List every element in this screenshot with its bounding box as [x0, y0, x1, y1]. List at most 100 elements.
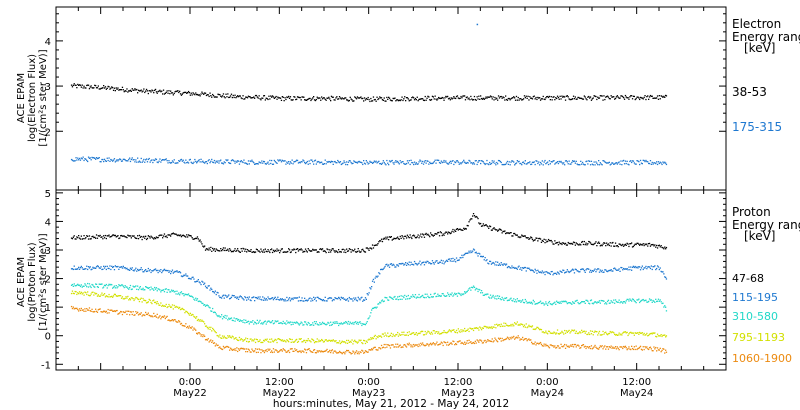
data-point — [202, 160, 204, 162]
data-point — [463, 254, 465, 256]
data-point — [457, 259, 459, 261]
data-point — [129, 157, 131, 159]
data-point — [274, 96, 276, 99]
data-point — [333, 161, 335, 163]
data-point — [87, 286, 90, 288]
data-point — [86, 308, 88, 310]
data-point — [540, 302, 543, 305]
data-point — [435, 343, 437, 345]
data-point — [220, 347, 222, 350]
data-point — [643, 96, 645, 99]
data-point — [147, 301, 149, 303]
data-point — [237, 296, 239, 298]
data-point — [137, 285, 139, 287]
data-point — [510, 267, 512, 269]
data-point — [441, 332, 443, 334]
data-point — [229, 162, 231, 164]
data-point — [254, 97, 256, 99]
data-point — [381, 240, 384, 243]
data-point — [408, 342, 410, 344]
data-point — [533, 271, 535, 273]
data-point — [483, 259, 485, 261]
data-point — [217, 335, 219, 337]
data-point — [78, 310, 80, 312]
data-point — [86, 84, 88, 87]
data-point — [473, 215, 476, 217]
data-point — [389, 161, 392, 163]
data-point — [256, 297, 258, 300]
data-point — [118, 237, 120, 240]
data-point — [90, 310, 92, 312]
data-point — [549, 99, 551, 101]
data-point — [626, 160, 628, 162]
data-point — [429, 99, 431, 101]
data-point — [665, 310, 668, 312]
data-point — [623, 331, 625, 333]
data-point — [103, 235, 105, 237]
data-point — [161, 305, 163, 307]
data-point — [124, 311, 126, 314]
data-point — [472, 163, 474, 165]
data-point — [414, 344, 417, 346]
data-point — [614, 334, 617, 336]
data-point — [95, 266, 98, 268]
data-point — [416, 344, 418, 346]
data-point — [405, 346, 408, 348]
data-point — [580, 302, 582, 304]
data-point — [127, 310, 129, 312]
data-point — [438, 295, 440, 297]
data-point — [591, 348, 593, 350]
data-point — [151, 270, 153, 272]
data-point — [511, 265, 513, 267]
data-point — [348, 160, 350, 162]
data-point — [441, 293, 443, 295]
data-point — [109, 160, 111, 162]
data-point — [129, 267, 132, 269]
data-point — [633, 162, 635, 164]
data-point — [355, 299, 358, 301]
data-point — [448, 162, 451, 164]
data-point — [177, 306, 179, 308]
data-point — [109, 296, 111, 298]
data-point — [557, 244, 560, 246]
data-point — [247, 341, 250, 343]
data-point — [374, 277, 376, 279]
data-point — [409, 297, 411, 299]
data-point — [212, 342, 215, 344]
data-point — [108, 234, 110, 236]
data-point — [483, 98, 485, 100]
data-point — [519, 268, 521, 270]
data-point — [279, 252, 281, 254]
data-point — [191, 162, 193, 164]
data-point — [290, 99, 292, 101]
data-point — [140, 157, 142, 160]
data-point — [502, 325, 504, 327]
data-point — [288, 95, 290, 98]
data-point — [105, 237, 107, 240]
data-point — [391, 297, 393, 300]
data-point — [274, 160, 276, 163]
data-point — [291, 249, 293, 251]
data-point — [116, 295, 118, 297]
data-point — [447, 344, 450, 346]
data-point — [595, 346, 597, 348]
data-point — [589, 347, 592, 350]
data-point — [96, 311, 99, 313]
data-point — [101, 268, 103, 271]
data-point — [331, 96, 333, 98]
data-point — [303, 300, 305, 302]
data-point — [634, 243, 636, 245]
data-point — [380, 268, 382, 271]
data-point — [145, 286, 147, 288]
data-point — [639, 332, 642, 334]
data-point — [304, 341, 307, 344]
data-point — [274, 296, 276, 298]
data-point — [83, 310, 85, 312]
data-point — [547, 272, 549, 274]
data-point — [494, 337, 496, 339]
data-point — [126, 267, 128, 269]
data-point — [213, 159, 216, 162]
data-point — [354, 248, 356, 250]
data-point — [394, 346, 396, 348]
data-point — [466, 96, 468, 98]
